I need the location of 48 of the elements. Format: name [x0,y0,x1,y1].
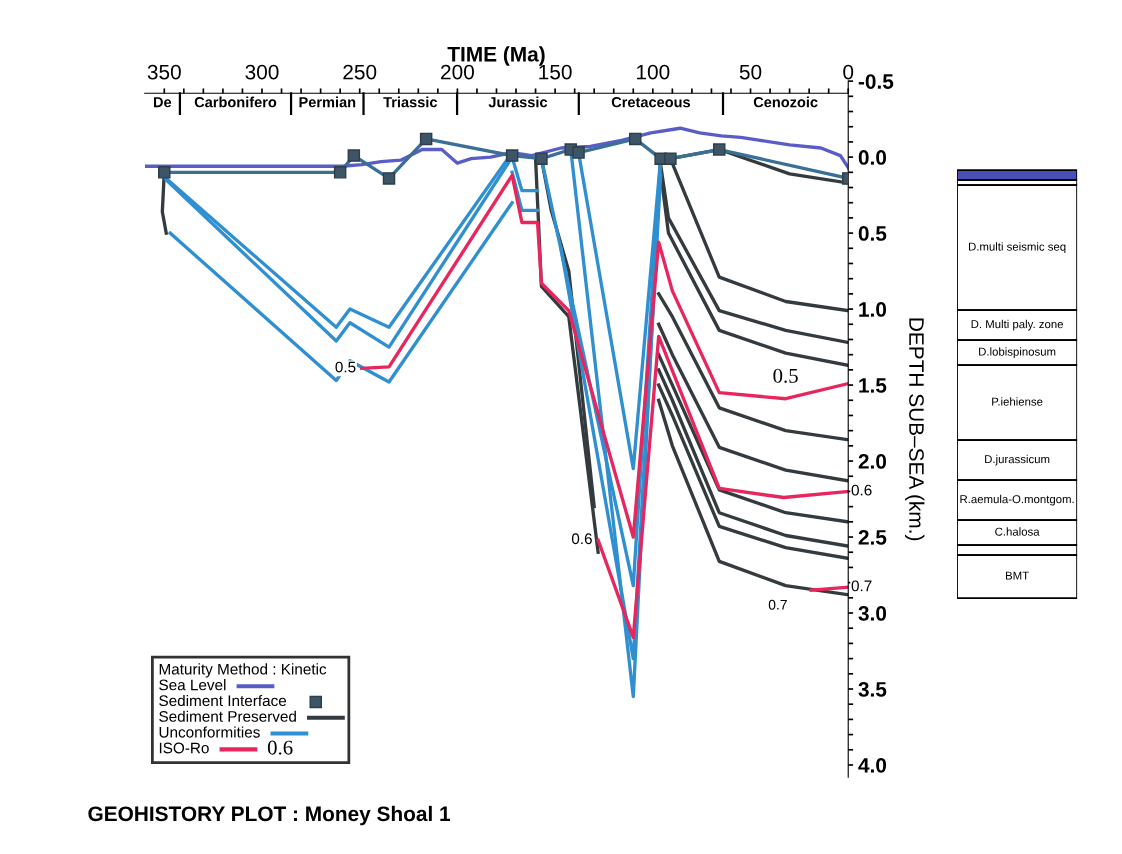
x-tick-label: 100 [637,64,670,80]
x-tick-label: 300 [245,64,279,80]
y-tick-label: 3.5 [858,682,887,697]
annotation: 0.7 [851,580,872,592]
y-tick-label: 4.0 [858,757,887,773]
text: D.jurassicum [985,454,1050,466]
x-tick-label: 150 [539,64,572,80]
legend-label: Sea Level [159,679,226,691]
annotation: Cretaceous [611,96,691,108]
legend-label: ISO-Ro [159,742,209,754]
annotation: 0.6 [851,484,872,496]
x-tick-label: 250 [343,64,377,80]
y-axis-title: DEPTH SUB–SEA (km.) [904,318,925,541]
annotation: 0.5 [335,361,356,373]
x-tick-label: 200 [441,64,474,80]
legend-title: Maturity Method : Kinetic [159,663,327,678]
y-tick-label: -0.5 [858,74,894,89]
annotation: Carbonifero [194,96,277,108]
annotation: 0.5 [773,368,798,383]
text: D.lobispinosum [979,347,1056,358]
text: D.multi seismic seq [968,242,1066,253]
annotation: Jurassic [488,96,548,108]
y-tick-label: 2.5 [858,530,887,545]
text: P.iehiense [992,397,1043,406]
y-tick-label: 1.5 [859,378,887,393]
annotation: 0.6 [571,533,592,545]
y-tick-label: 0.0 [858,150,887,165]
x-tick-label: 0 [843,64,854,80]
legend-label: Unconformities [159,726,260,738]
text: R.aemula-O.montgom. [960,494,1074,506]
text: C.halosa [995,527,1040,536]
annotation: Permian [299,96,356,108]
y-tick-label: 0.5 [858,226,887,241]
y-tick-label: 2.0 [858,454,887,469]
text: BMT [1006,571,1029,580]
annotation: De [153,97,172,108]
legend-label: Sediment Preserved [159,710,296,722]
annotation: 0.7 [768,599,787,610]
y-tick-label: 3.0 [858,606,887,621]
y-tick-label: 1.0 [859,302,887,317]
x-tick-label: 350 [147,64,181,80]
x-tick-label: 50 [739,64,762,80]
annotation: Cenozoic [753,96,818,108]
legend-label: Sediment Interface [159,694,287,707]
text: GEOHISTORY PLOT : Money Shoal 1 [88,805,451,826]
annotation: Triassic [383,96,438,108]
text: D. Multi paly. zone [971,319,1064,331]
annotation: 0.6 [267,740,293,755]
